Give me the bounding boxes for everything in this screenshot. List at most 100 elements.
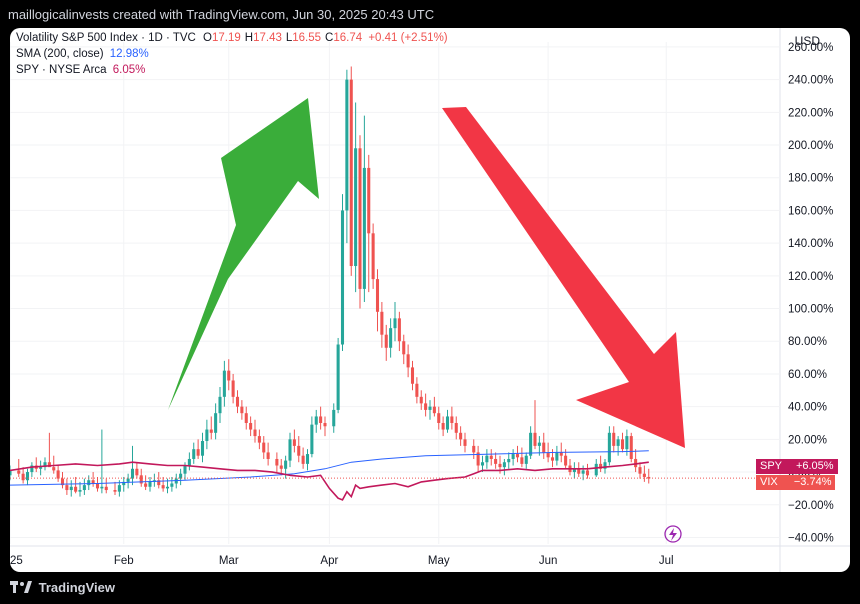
y-tick-label: 220.00%	[788, 107, 833, 119]
candle-body	[130, 468, 135, 479]
candles	[10, 66, 651, 497]
candle-body	[432, 406, 436, 414]
candle-body	[511, 454, 515, 459]
candle-body	[620, 439, 625, 450]
candle-body	[419, 396, 423, 404]
candle-body	[47, 462, 51, 468]
candle-body	[170, 483, 174, 487]
candle-body	[301, 455, 305, 464]
candle-body	[165, 486, 170, 489]
candle-body	[126, 478, 130, 482]
chart-panel[interactable]: 2025 Feb Mar Apr May Jun Jul 260.00% 240.00% 220…	[10, 28, 850, 572]
candle-body	[502, 462, 506, 468]
candle-body	[148, 481, 152, 487]
spy-price-badge: SPY +6.05%	[756, 459, 838, 474]
indicator-lines	[10, 450, 780, 501]
candle-body	[43, 462, 47, 468]
candle-body	[358, 148, 362, 289]
candle-body	[257, 436, 261, 443]
candle-body	[476, 452, 480, 466]
candle-body	[428, 406, 432, 410]
y-tick-label: 20.00%	[788, 434, 827, 446]
y-tick-label: 160.00%	[788, 205, 833, 217]
legend-spy[interactable]: SPY · NYSE Arca 6.05%	[16, 64, 145, 76]
candle-body	[74, 486, 78, 492]
candle-body	[537, 442, 541, 446]
y-tick-label: 40.00%	[788, 402, 827, 414]
candle-body	[82, 485, 86, 491]
candle-body	[454, 422, 458, 433]
candle-body	[240, 406, 244, 414]
legend-sma[interactable]: SMA (200, close) 12.98%	[16, 48, 149, 60]
y-tick-label: 140.00%	[788, 238, 833, 250]
candle-body	[209, 429, 213, 433]
candle-body	[87, 480, 91, 486]
x-tick-label: Feb	[114, 555, 134, 567]
candle-body	[144, 483, 148, 487]
candle-body	[384, 334, 388, 348]
candle-body	[349, 79, 353, 267]
candle-body	[585, 470, 590, 476]
candle-body	[559, 452, 563, 456]
candle-body	[214, 413, 218, 433]
candle-body	[205, 429, 209, 441]
candle-body	[200, 440, 205, 456]
candle-body	[218, 396, 222, 414]
candle-body	[297, 445, 301, 456]
candle-body	[244, 413, 248, 423]
candle-body	[231, 380, 235, 397]
legend-spy-label: SPY · NYSE Arca	[16, 64, 107, 76]
candle-body	[78, 490, 82, 492]
candle-body	[113, 490, 117, 492]
candle-body	[345, 79, 349, 211]
candle-body	[515, 454, 520, 458]
candle-body	[367, 167, 371, 234]
spy-line	[10, 461, 649, 501]
candle-body	[616, 439, 620, 446]
candle-body	[279, 465, 283, 469]
candle-body	[332, 409, 336, 427]
legend-ohlc-key: H	[244, 32, 254, 44]
candle-body	[292, 439, 296, 446]
candle-body	[463, 439, 467, 446]
vix-badge-name: VIX	[760, 476, 778, 488]
candle-body	[354, 148, 358, 267]
candle-body	[445, 416, 450, 430]
y-tick-label: 80.00%	[788, 336, 827, 348]
vix-price-badge: VIX −3.74%	[756, 475, 836, 490]
lightning-icon-bolt	[669, 528, 677, 541]
candle-body	[39, 467, 43, 469]
y-tick-label: 180.00%	[788, 173, 833, 185]
x-tick-label: 2025	[10, 555, 23, 567]
y-tick-label: −40.00%	[788, 532, 834, 544]
candle-body	[65, 485, 69, 491]
legend-symbol: Volatility S&P 500 Index · 1D · TVC	[16, 32, 196, 44]
top-bar: maillogicalinvests created with TradingV…	[0, 0, 860, 28]
y-tick-label: 60.00%	[788, 369, 827, 381]
candle-body	[507, 458, 511, 463]
candle-body	[375, 279, 380, 312]
legend-ohlc-value: 16.55	[292, 32, 322, 44]
legend-spy-value: 6.05%	[112, 64, 146, 76]
spy-badge-value: +6.05%	[795, 460, 834, 472]
candle-body	[489, 455, 493, 459]
vix-badge-value: −3.74%	[793, 476, 832, 488]
candle-body	[21, 473, 25, 481]
candle-body	[424, 403, 428, 410]
candle-body	[10, 470, 12, 476]
candle-body	[638, 467, 642, 474]
sma-200-line	[10, 450, 649, 486]
candle-body	[402, 341, 406, 355]
currency-label[interactable]: USD	[794, 34, 820, 48]
candle-body	[577, 468, 581, 474]
y-tick-label: 100.00%	[788, 304, 833, 316]
candle-body	[336, 344, 340, 410]
legend-main[interactable]: Volatility S&P 500 Index · 1D · TVC O17.…	[16, 32, 448, 44]
legend-ohlc: O17.19 H17.43 L16.55 C16.74	[199, 32, 362, 44]
chart-canvas[interactable]: 2025 Feb Mar Apr May Jun Jul 260.00% 240.00% 220…	[10, 28, 850, 572]
candle-body	[599, 463, 603, 469]
candle-body	[305, 454, 310, 464]
candle-body	[480, 462, 485, 466]
x-axis: 2025 Feb Mar Apr May Jun Jul	[10, 555, 674, 567]
candle-body	[174, 478, 178, 484]
